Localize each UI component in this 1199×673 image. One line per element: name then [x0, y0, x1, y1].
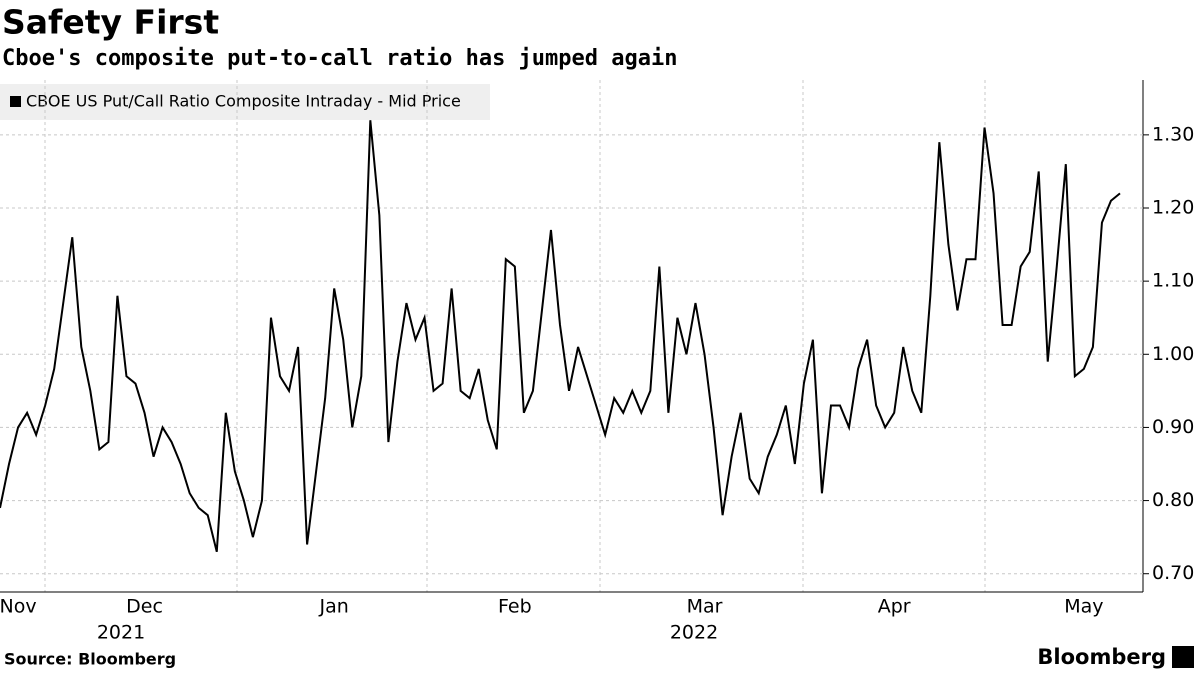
chart-title: Safety First — [2, 3, 219, 42]
y-tick-label: 1.10 — [1152, 270, 1194, 292]
x-tick-label: Apr — [878, 596, 911, 618]
y-tick-label: 0.90 — [1152, 416, 1194, 438]
year-label: 2022 — [670, 622, 718, 644]
x-tick-label: Jan — [319, 596, 349, 618]
year-label: 2021 — [97, 622, 145, 644]
y-tick-label: 1.20 — [1152, 197, 1194, 219]
x-tick-label: Nov — [0, 596, 37, 618]
y-tick-label: 1.00 — [1152, 343, 1194, 365]
brand: Bloomberg — [1037, 645, 1166, 669]
y-tick-label: 0.80 — [1152, 489, 1194, 511]
source: Source: Bloomberg — [4, 650, 176, 669]
series-line — [0, 120, 1121, 553]
x-tick-label: Mar — [687, 596, 723, 618]
legend-swatch — [10, 96, 21, 107]
legend-box — [0, 84, 490, 120]
y-tick-label: 0.70 — [1152, 562, 1194, 584]
brand-icon — [1172, 646, 1194, 668]
chart-subtitle: Cboe's composite put-to-call ratio has j… — [2, 46, 678, 71]
x-tick-label: Dec — [126, 596, 163, 618]
y-tick-label: 1.30 — [1152, 123, 1194, 145]
month-grid — [44, 80, 986, 592]
x-tick-label: Feb — [498, 596, 532, 618]
x-tick-label: May — [1064, 596, 1103, 618]
legend-label: CBOE US Put/Call Ratio Composite Intrada… — [26, 92, 461, 111]
